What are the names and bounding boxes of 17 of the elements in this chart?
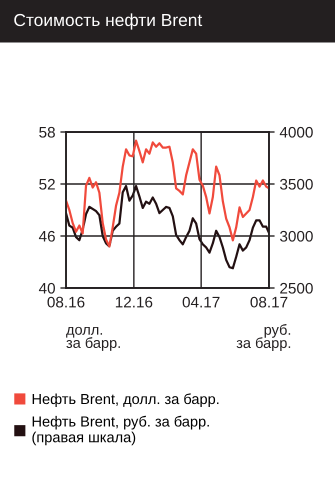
y-tick-label: 40: [38, 282, 55, 294]
y-tick-label: 46: [38, 230, 55, 242]
y2-tick-label: 4000: [280, 126, 313, 138]
y2-tick-label: 2500: [280, 282, 313, 294]
x-tick-label: 04.17: [182, 296, 220, 308]
x-tick-label: 12.16: [116, 296, 152, 308]
text: долл. за барр.: [66, 326, 120, 351]
x-tick-label: 08.17: [250, 296, 288, 308]
y-tick-label: 58: [39, 126, 55, 138]
legend-label: Нефть Brent, руб. за барр. (правая шкала): [32, 416, 209, 446]
y2-tick-label: 3000: [280, 230, 313, 242]
legend-label: Нефть Brent, долл. за барр.: [32, 393, 218, 408]
x-tick-label: 08.16: [47, 296, 84, 308]
text: руб. за барр.: [236, 324, 290, 351]
y-tick-label: 52: [39, 178, 55, 190]
chart-title: Стоимость нефти Brent: [14, 13, 202, 30]
y2-tick-label: 3500: [280, 178, 313, 190]
